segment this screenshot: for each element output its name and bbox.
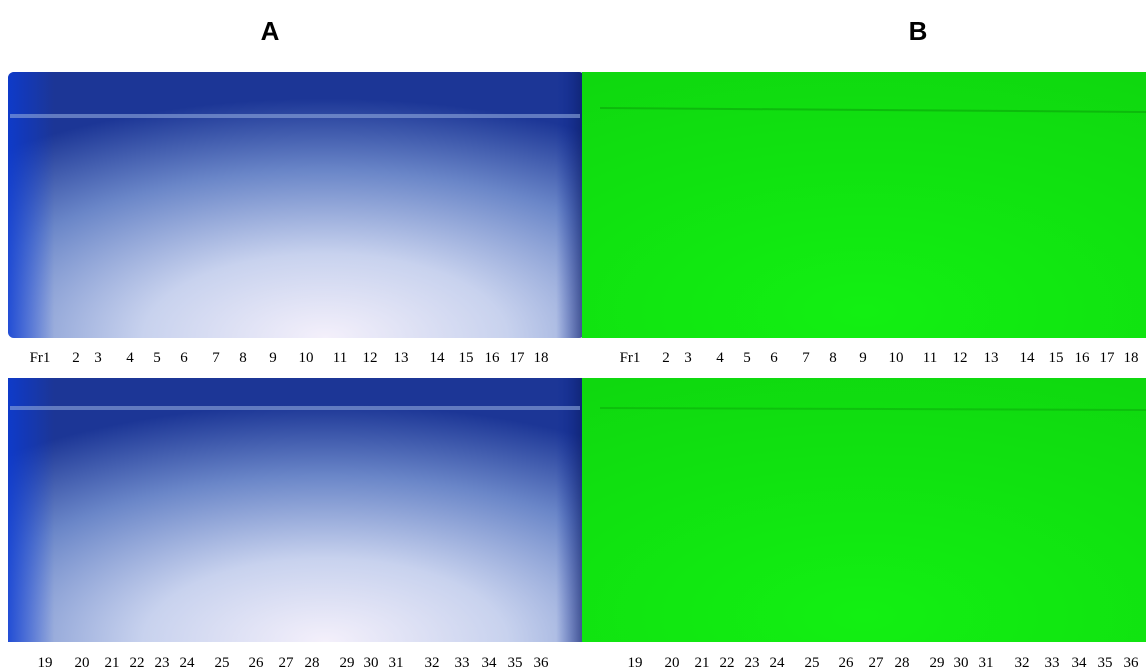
- panel-label: A: [261, 16, 280, 46]
- lane-label: 15: [459, 350, 474, 366]
- lane-label: 9: [859, 350, 867, 366]
- lane-label: 33: [1045, 655, 1060, 671]
- lane-label: 36: [534, 655, 550, 671]
- lane-label: 29: [340, 655, 355, 671]
- lane-label: 30: [954, 655, 969, 671]
- lane-label: 23: [745, 655, 760, 671]
- lane-label: 18: [1124, 350, 1139, 366]
- lane-label: 9: [269, 350, 277, 366]
- lane-label: 27: [279, 655, 295, 671]
- lane-label: 17: [1100, 350, 1116, 366]
- lane-label: 16: [485, 350, 501, 366]
- lane-label: 35: [508, 655, 523, 671]
- lane-label: 26: [839, 655, 855, 671]
- lane-label: 4: [126, 350, 134, 366]
- lane-label: 16: [1075, 350, 1091, 366]
- lane-label: 20: [665, 655, 680, 671]
- lane-label: 7: [802, 350, 810, 366]
- lane-label: 36: [1124, 655, 1140, 671]
- lane-label: 5: [153, 350, 161, 366]
- lane-label: 22: [720, 655, 735, 671]
- lane-label: 5: [743, 350, 751, 366]
- lane-label: 15: [1049, 350, 1064, 366]
- lane-label: 28: [895, 655, 910, 671]
- plate: [582, 72, 1146, 338]
- lane-label: 28: [305, 655, 320, 671]
- lane-label: 13: [394, 350, 409, 366]
- lane-label: 8: [829, 350, 837, 366]
- lane-label: 10: [889, 350, 904, 366]
- lane-label: 12: [953, 350, 968, 366]
- lane-label: 2: [72, 350, 80, 366]
- lane-label: 7: [212, 350, 220, 366]
- lane-label: 14: [430, 350, 446, 366]
- lane-label: 22: [130, 655, 145, 671]
- lane-label: 25: [805, 655, 820, 671]
- lane-label: 34: [1072, 655, 1088, 671]
- lane-label: Fr1: [30, 350, 51, 366]
- lane-label: 27: [869, 655, 885, 671]
- lane-label: 25: [215, 655, 230, 671]
- lane-label: 13: [984, 350, 999, 366]
- lane-label: 11: [923, 350, 937, 366]
- plate-shade: [8, 378, 585, 642]
- lane-label: 6: [770, 350, 778, 366]
- lane-label: 31: [389, 655, 404, 671]
- lane-label: 30: [364, 655, 379, 671]
- lane-label: 18: [534, 350, 549, 366]
- lane-label: 34: [482, 655, 498, 671]
- lane-label: 32: [425, 655, 440, 671]
- lane-label: 3: [684, 350, 692, 366]
- plates: [8, 72, 1146, 642]
- lane-label: 14: [1020, 350, 1036, 366]
- lane-label: 21: [105, 655, 120, 671]
- lane-label: 2: [662, 350, 670, 366]
- lane-label: 20: [75, 655, 90, 671]
- lane-label: 3: [94, 350, 102, 366]
- solvent-line: [599, 107, 1146, 113]
- lane-label: 10: [299, 350, 314, 366]
- lane-label: Fr1: [620, 350, 641, 366]
- lane-label: 12: [363, 350, 378, 366]
- lane-label: 32: [1015, 655, 1030, 671]
- lane-label: 26: [249, 655, 265, 671]
- lane-label: 24: [770, 655, 786, 671]
- lane-label: 17: [510, 350, 526, 366]
- lane-label: 31: [979, 655, 994, 671]
- plate-shade: [8, 72, 585, 338]
- solvent-line: [599, 407, 1146, 411]
- lane-label: 8: [239, 350, 247, 366]
- lane-label: 19: [38, 655, 53, 671]
- lane-label: 11: [333, 350, 347, 366]
- lane-label: 21: [695, 655, 710, 671]
- lane-label: 24: [180, 655, 196, 671]
- lane-label: 19: [628, 655, 643, 671]
- lane-label: 23: [155, 655, 170, 671]
- lane-label: 4: [716, 350, 724, 366]
- plate: [582, 378, 1146, 642]
- lane-label: 6: [180, 350, 188, 366]
- lane-label: 35: [1098, 655, 1113, 671]
- lane-label: 33: [455, 655, 470, 671]
- panel-label: B: [909, 16, 928, 46]
- lane-label: 29: [930, 655, 945, 671]
